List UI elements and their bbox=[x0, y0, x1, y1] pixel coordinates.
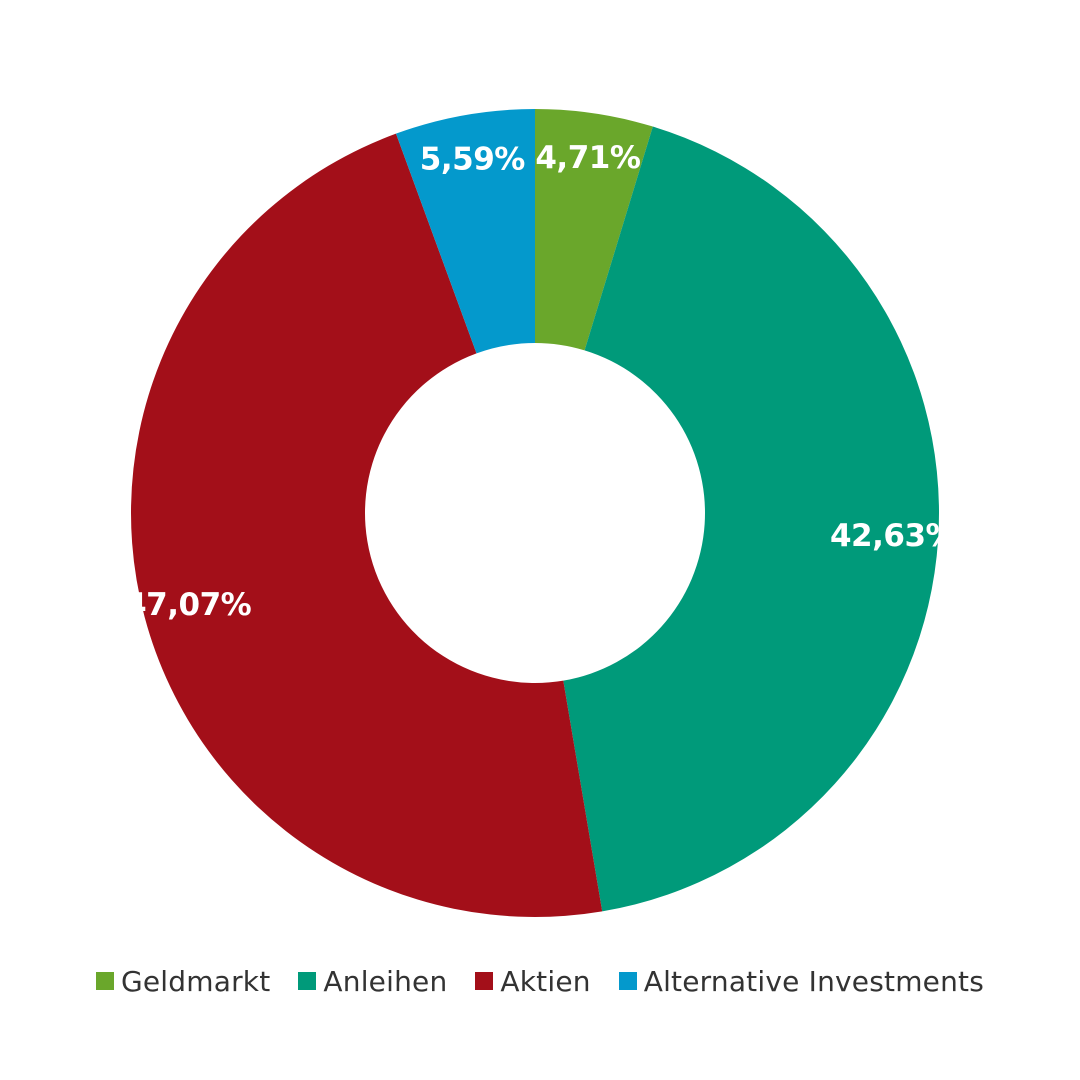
legend-item-geldmarkt: Geldmarkt bbox=[95, 964, 271, 998]
legend-label-aktien: Aktien bbox=[500, 964, 591, 998]
legend-item-alternative-investments: Alternative Investments bbox=[618, 964, 985, 998]
legend-item-anleihen: Anleihen bbox=[298, 965, 447, 998]
slice-geldmarkt bbox=[535, 109, 653, 351]
slice-label-anleihen: 42,63% bbox=[830, 518, 957, 554]
legend-swatch-alternative-investments bbox=[618, 972, 637, 990]
donut-slices bbox=[131, 109, 939, 917]
legend-label-alternative-investments: Alternative Investments bbox=[643, 964, 985, 998]
slice-label-alternative-investments: 5,59% bbox=[420, 142, 525, 178]
slice-label-aktien: 47,07% bbox=[125, 587, 252, 623]
legend-swatch-geldmarkt bbox=[95, 972, 114, 990]
slice-label-geldmarkt: 4,71% bbox=[535, 140, 640, 176]
legend-swatch-aktien bbox=[475, 972, 494, 990]
legend: Geldmarkt Anleihen Aktien Alternative In… bbox=[0, 958, 1080, 1004]
legend-swatch-anleihen bbox=[298, 972, 317, 990]
legend-label-anleihen: Anleihen bbox=[323, 964, 448, 998]
legend-label-geldmarkt: Geldmarkt bbox=[120, 964, 271, 998]
slice-anleihen bbox=[563, 126, 939, 912]
slice-aktien bbox=[131, 133, 603, 917]
slice-labels: 4,71% 42,63% 47,07% 5,59% bbox=[125, 140, 957, 623]
slice-alternative-investments bbox=[396, 109, 535, 354]
legend-item-aktien: Aktien bbox=[475, 964, 591, 998]
